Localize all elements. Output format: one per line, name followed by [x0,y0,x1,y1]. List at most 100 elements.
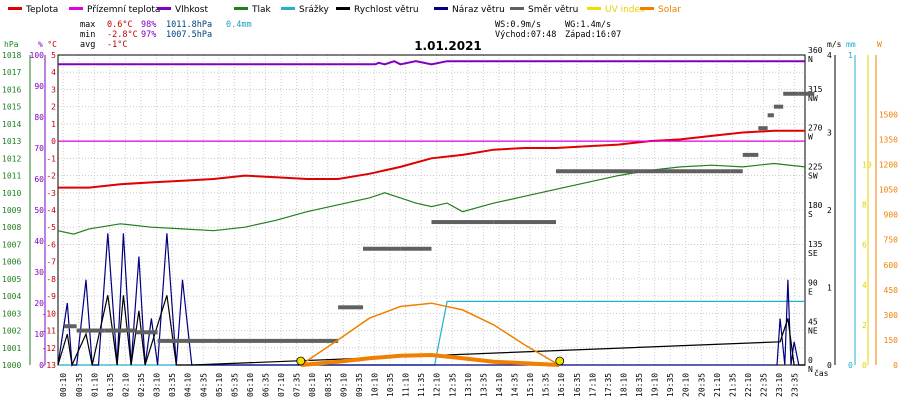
mm-tick: 0 [848,361,853,370]
degc-tick: -8 [46,275,56,284]
wind-direction-mark [633,169,697,174]
pct-tick: 90 [34,82,44,91]
pct-tick: 40 [34,237,44,246]
w-axis-unit: W [877,40,882,49]
pct-tick: 60 [34,175,44,184]
ms-axis-unit: m/s [827,40,842,49]
wind-direction-mark [720,169,731,174]
chart-title: 1.01.2021 [414,39,482,53]
x-tick-label: 16:10 [557,373,566,397]
x-tick-label: 06:35 [262,373,271,397]
w-tick: 600 [884,261,899,270]
series-solar-measured [300,352,560,367]
legend-label: Vlhkost [175,5,208,15]
x-tick-label: 01:10 [90,373,99,397]
degc-tick: 4 [51,68,56,77]
stat-value: 97% [141,30,156,40]
ms-tick: 2 [827,206,832,215]
x-tick-label: 14:10 [495,373,504,397]
dir-tick: 0 [808,356,813,365]
hpa-tick: 1012 [2,154,21,163]
legend-swatch [640,7,654,10]
w-tick: 1350 [879,136,898,145]
legend-label: UV index [605,5,646,15]
x-tick-label: 17:10 [588,373,597,397]
sunrise-marker [296,356,306,366]
uv-tick: 10 [862,161,872,170]
series-vlhkost [58,60,805,66]
wind-direction-mark [64,324,77,329]
legend-swatch [281,7,295,10]
legend-label: Přízemní teplota [87,5,160,15]
pct-tick: 100 [30,51,45,60]
dir-tick-label: E [808,288,813,297]
series-solar [300,302,560,366]
hpa-tick: 1001 [2,344,21,353]
uv-tick: 8 [862,201,867,210]
legend-swatch [510,7,524,10]
wind-direction-mark [157,338,214,343]
degc-tick: -2 [46,172,56,181]
w-tick: 1050 [879,186,898,195]
w-tick: 0 [893,361,898,370]
dir-tick: 360 [808,46,823,55]
w-tick: 1500 [879,110,898,119]
mm-tick: 1 [848,51,853,60]
x-tick-label: 19:10 [651,373,660,397]
hpa-tick: 1002 [2,327,21,336]
degc-tick: 5 [51,51,56,60]
degc-tick: -10 [42,309,57,318]
wind-direction-mark [798,91,815,96]
series-tlak [57,162,806,235]
legend-swatch [8,7,22,10]
degc-tick: -4 [46,206,56,215]
dir-tick-label: S [808,210,813,219]
degc-tick: 1 [51,120,56,129]
stat-value: 98% [141,20,156,30]
hpa-tick: 1000 [2,361,21,370]
dir-tick: 45 [808,317,818,326]
ms-tick: 0 [827,361,832,370]
stat-value: Východ:07:48 [495,30,556,40]
x-tick-label: 19:35 [666,373,675,397]
series-teplota [58,129,805,189]
degc-tick: 0 [51,137,56,146]
wind-direction-mark [696,169,721,174]
stat-value: -2.8°C [107,30,138,40]
wind-direction-mark [758,126,768,131]
x-tick-label: 16:35 [573,373,582,397]
legend-swatch [434,7,448,10]
hpa-tick: 1007 [2,240,21,249]
x-tick-label: 09:10 [339,373,348,397]
pct-tick: 0 [39,361,44,370]
hpa-tick: 1006 [2,258,21,267]
dir-tick: 90 [808,279,818,288]
x-tick-label: 13:35 [479,373,488,397]
dir-tick-label: SE [808,249,818,258]
mm-axis-unit: mm [846,40,856,49]
legend-label: Srážky [299,5,330,15]
x-tick-label: 15:10 [526,373,535,397]
ms-tick: 4 [827,51,832,60]
x-tick-label: 04:35 [199,373,208,397]
x-tick-label: 20:35 [697,373,706,397]
degc-axis-unit: °C [47,40,57,49]
legend-label: Solar [658,5,681,15]
stat-value: 1011.8hPa [166,20,212,30]
hpa-tick: 1017 [2,68,21,77]
wind-direction-mark [783,91,799,96]
degc-tick: -3 [46,189,56,198]
dir-tick-label: N [808,55,813,64]
x-tick-label: 10:35 [386,373,395,397]
legend-swatch [336,7,350,10]
dir-tick: 225 [808,162,823,171]
pct-tick: 70 [34,144,44,153]
wind-direction-mark [773,104,784,109]
uv-tick: 6 [862,241,867,250]
dir-tick-label: NW [808,94,818,103]
pct-tick: 50 [34,206,44,215]
x-tick-label: 14:35 [511,373,520,397]
hpa-tick: 1009 [2,206,21,215]
x-tick-label: 08:35 [324,373,333,397]
